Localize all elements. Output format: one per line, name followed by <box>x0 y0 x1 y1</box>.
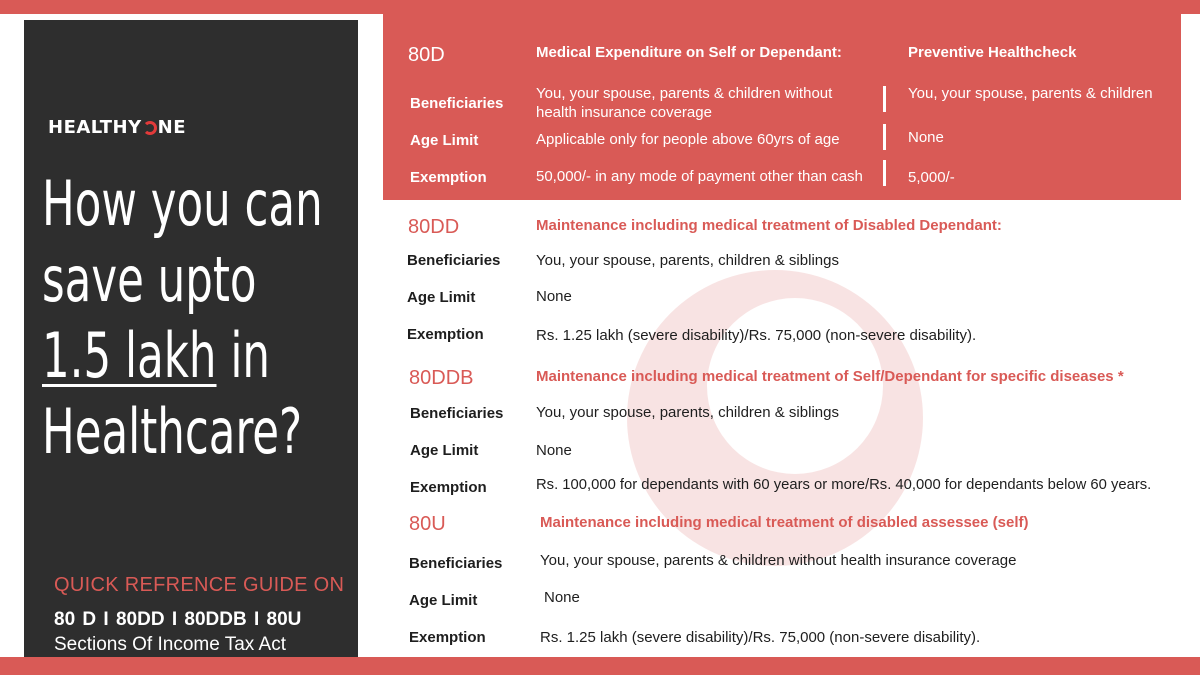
section-80u-title: Maintenance including medical treatment … <box>540 514 1029 531</box>
label-exemption: Exemption <box>410 479 487 496</box>
label-beneficiaries: Beneficiaries <box>407 252 501 269</box>
section-80ddb-title: Maintenance including medical treatment … <box>536 368 1124 385</box>
headline-line-4: Healthcare? <box>42 395 303 468</box>
guide-sections: 80 D I 80DD I 80DDB I 80U <box>54 609 302 630</box>
section-80d-col1-title: Medical Expenditure on Self or Dependant… <box>536 44 842 61</box>
bottom-accent-band <box>0 657 1200 675</box>
section-80d-beneficiaries-1: You, your spouse, parents & children wit… <box>536 85 833 102</box>
label-age-limit: Age Limit <box>407 289 476 306</box>
headline: How you can save upto 1.5 lakh in Health… <box>42 166 323 470</box>
section-80u-exemption: Rs. 1.25 lakh (severe disability)/Rs. 75… <box>540 629 981 646</box>
section-80ddb-beneficiaries: You, your spouse, parents, children & si… <box>536 404 839 421</box>
section-80d-code: 80D <box>408 44 445 66</box>
guide-subtitle: Sections Of Income Tax Act <box>54 634 286 655</box>
section-80u-beneficiaries: You, your spouse, parents & children wit… <box>540 552 1017 569</box>
crescent-o-icon <box>142 120 157 135</box>
headline-amount: 1.5 lakh <box>42 319 217 392</box>
guide-title: QUICK REFRENCE GUIDE ON <box>54 574 345 596</box>
label-age-limit: Age Limit <box>409 592 478 609</box>
label-beneficiaries: Beneficiaries <box>410 95 504 112</box>
section-80ddb-age: None <box>536 442 572 459</box>
section-80ddb-code: 80DDB <box>409 367 474 389</box>
logo-text-start: HEALTHY <box>48 117 142 138</box>
section-80u-code: 80U <box>409 513 446 535</box>
left-panel: HEALTHY NE How you can save upto 1.5 lak… <box>24 20 358 657</box>
headline-line-3: 1.5 lakh in <box>42 318 284 394</box>
label-age-limit: Age Limit <box>410 132 479 149</box>
headline-line-1: How you can <box>42 167 323 240</box>
column-divider <box>883 160 886 186</box>
section-80d-age-2: None <box>908 129 944 146</box>
section-80d-col2-title: Preventive Healthcheck <box>908 44 1077 61</box>
section-80d-beneficiaries-2: You, your spouse, parents & children <box>908 85 1153 102</box>
section-80d-beneficiaries-1b: health insurance coverage <box>536 104 712 121</box>
section-80d-panel <box>383 14 1181 200</box>
section-80dd-title: Maintenance including medical treatment … <box>536 217 1002 234</box>
section-80dd-beneficiaries: You, your spouse, parents, children & si… <box>536 252 839 269</box>
headline-line-3-rest: in <box>216 319 271 392</box>
section-80dd-code: 80DD <box>408 216 460 238</box>
section-80dd-age: None <box>536 288 572 305</box>
column-divider <box>883 86 886 112</box>
label-exemption: Exemption <box>407 326 484 343</box>
section-80u-age: None <box>544 589 580 606</box>
label-exemption: Exemption <box>410 169 487 186</box>
section-80ddb-exemption: Rs. 100,000 for dependants with 60 years… <box>536 477 1152 493</box>
section-80dd-exemption: Rs. 1.25 lakh (severe disability)/Rs. 75… <box>536 327 977 344</box>
top-accent-band <box>0 0 1200 14</box>
section-80d-age-1: Applicable only for people above 60yrs o… <box>536 131 840 148</box>
section-80d-exemption-1: 50,000/- in any mode of payment other th… <box>536 168 863 185</box>
label-age-limit: Age Limit <box>410 442 479 459</box>
section-80d-exemption-2: 5,000/- <box>908 169 955 186</box>
logo-text-end: NE <box>157 117 187 138</box>
brand-logo: HEALTHY NE <box>48 117 186 138</box>
crescent-watermark-icon <box>627 270 923 566</box>
label-exemption: Exemption <box>409 629 486 646</box>
headline-line-2: save upto <box>42 243 257 316</box>
label-beneficiaries: Beneficiaries <box>410 405 504 422</box>
column-divider <box>883 124 886 150</box>
label-beneficiaries: Beneficiaries <box>409 555 503 572</box>
